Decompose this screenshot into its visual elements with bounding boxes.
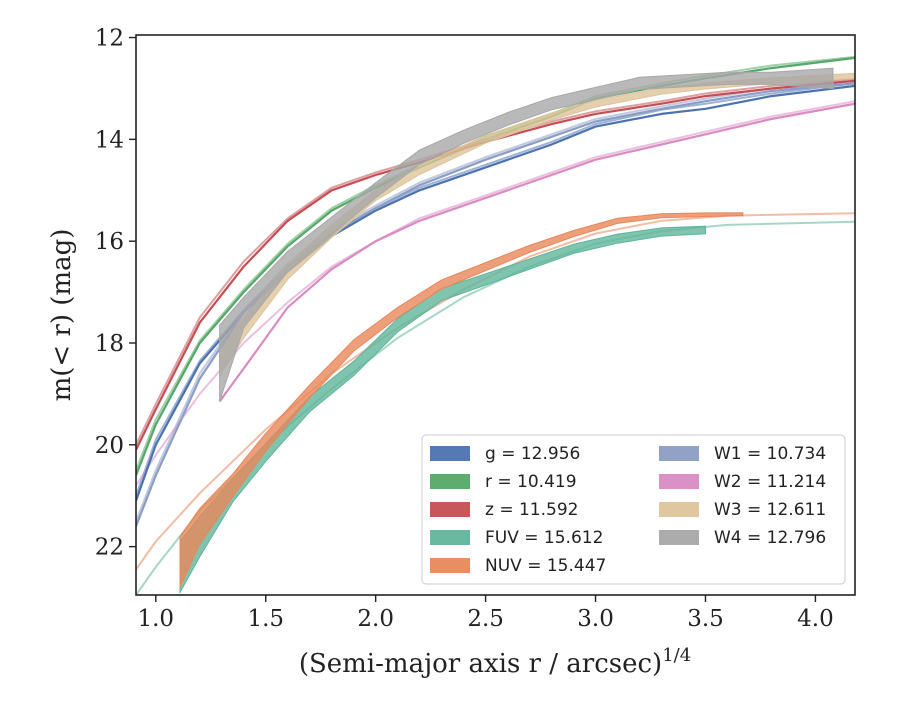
x-tick-label: 3.0 [577, 606, 614, 632]
series-W4-band [219, 67, 834, 402]
y-tick-label: 14 [95, 127, 124, 153]
legend-label-W4: W4 = 12.796 [714, 528, 826, 548]
legend-swatch-W1 [659, 446, 699, 461]
x-tick-label: 1.5 [247, 606, 284, 632]
legend-items: g = 12.956 r = 10.419 z = 11.592 FUV = 15.6… [430, 444, 826, 576]
legend-label-W1: W1 = 10.734 [714, 444, 826, 464]
series-FUV-band [179, 225, 706, 595]
legend-label-NUV: NUV = 15.447 [485, 556, 606, 576]
y-axis-label: m(< r) (mag) [47, 229, 77, 402]
x-tick-label: 1.0 [137, 606, 174, 632]
legend-swatch-NUV [430, 558, 470, 573]
series-g-line [136, 84, 855, 502]
legend-swatch-W3 [659, 502, 699, 517]
x-axis-label-text: (Semi-major axis r / arcsec) [299, 649, 662, 679]
legend-label-FUV: FUV = 15.612 [485, 528, 603, 548]
series-W1-line [136, 82, 855, 527]
series-W1-model-line [136, 81, 855, 522]
plot-frame [135, 34, 856, 596]
y-tick-label: 16 [95, 229, 124, 255]
legend-swatch-W4 [659, 530, 699, 545]
x-tick-label: 3.5 [687, 606, 724, 632]
legend-swatch-W2 [659, 474, 699, 489]
series-g-model-line [136, 82, 855, 497]
legend-label-r: r = 10.419 [485, 472, 577, 492]
x-tick-label: 2.0 [357, 606, 394, 632]
series-layer [136, 55, 855, 595]
legend-swatch-FUV [430, 530, 470, 545]
series-W2-line [218, 102, 855, 403]
y-ticks: 12 14 16 18 20 22 [95, 26, 136, 561]
x-tick-label: 2.5 [467, 606, 504, 632]
series-NUV-band [179, 212, 744, 588]
x-axis-label-sup: 1/4 [662, 645, 691, 666]
legend-frame [421, 434, 846, 585]
x-axis-label: (Semi-major axis r / arcsec)1/4 [299, 645, 691, 679]
legend-label-W3: W3 = 12.611 [714, 500, 826, 520]
x-tick-label: 4.0 [797, 606, 834, 632]
legend-swatch-r [430, 474, 470, 489]
legend-label-g: g = 12.956 [485, 444, 580, 464]
legend-swatch-g [430, 446, 470, 461]
y-tick-label: 20 [95, 433, 124, 459]
y-tick-label: 22 [95, 535, 124, 561]
legend-label-z: z = 11.592 [485, 500, 578, 520]
y-tick-label: 12 [95, 26, 124, 52]
y-tick-label: 18 [95, 331, 124, 357]
legend-label-W2: W2 = 11.214 [714, 472, 826, 492]
series-W2-model-line [136, 100, 855, 487]
legend: g = 12.956 r = 10.419 z = 11.592 FUV = 15.6… [421, 434, 846, 585]
legend-swatch-z [430, 502, 470, 517]
x-ticks: 1.0 1.5 2.0 2.5 3.0 3.5 4.0 [137, 595, 834, 632]
